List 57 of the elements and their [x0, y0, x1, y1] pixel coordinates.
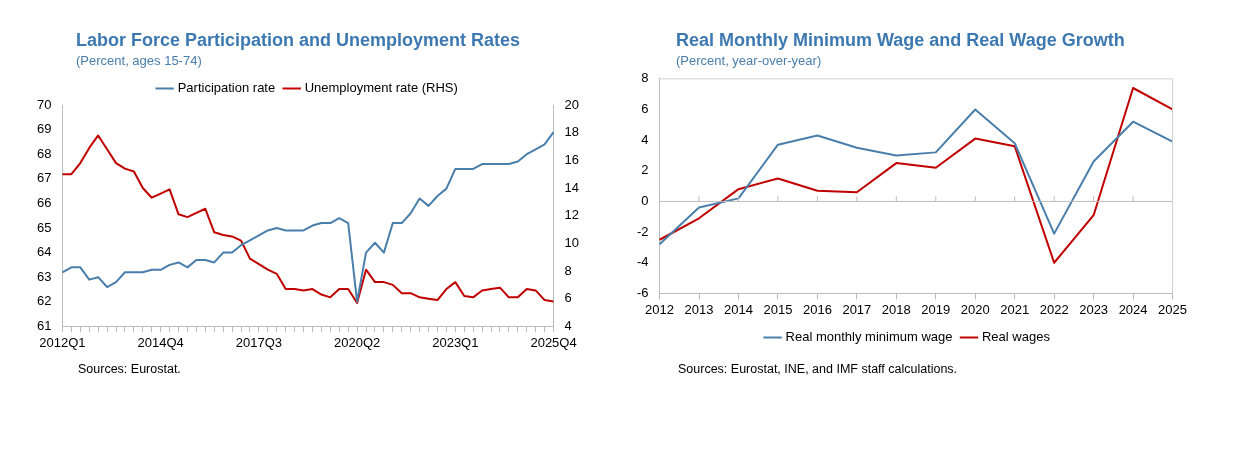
x-tick-label: 2020 — [960, 301, 990, 317]
x-tick-label: 2025Q4 — [530, 334, 577, 350]
chart-title: Real Monthly Minimum Wage and Real Wage Growth — [676, 30, 1126, 51]
y-tick-label: -6 — [637, 284, 649, 300]
legend-label: Real wages — [981, 329, 1051, 345]
x-tick-label: 2025 — [1158, 301, 1187, 317]
y2-tick-label: 20 — [564, 96, 580, 112]
x-tick-label: 2014Q4 — [137, 334, 184, 350]
x-tick-label: 2012 — [645, 301, 675, 317]
chart-subtitle: (Percent, ages 15-74) — [76, 53, 203, 68]
x-tick-label: 2020Q2 — [333, 334, 381, 350]
y-tick-label: 66 — [36, 194, 52, 210]
y-tick-label: 67 — [36, 170, 52, 186]
y-tick-label: 4 — [641, 131, 649, 147]
x-tick-label: 2024 — [1118, 301, 1148, 317]
x-tick-label: 2017Q3 — [235, 334, 283, 350]
y-tick-label: 69 — [36, 121, 52, 137]
legend-label: Unemployment rate (RHS) — [304, 80, 458, 96]
source-note: Sources: Eurostat, INE, and IMF staff calculations. — [678, 362, 959, 376]
y2-tick-label: 12 — [564, 207, 580, 223]
y2-tick-label: 8 — [564, 262, 572, 278]
x-tick-label: 2023Q1 — [432, 334, 479, 350]
x-tick-label: 2015 — [763, 301, 793, 317]
x-tick-label: 2023 — [1079, 301, 1109, 317]
x-tick-label: 2021 — [1000, 301, 1030, 317]
x-tick-label: 2013 — [684, 301, 714, 317]
legend-label: Participation rate — [177, 80, 276, 96]
x-tick-label: 2019 — [921, 301, 951, 317]
y-tick-label: 63 — [36, 268, 52, 284]
y-tick-label: 0 — [641, 193, 649, 209]
y2-tick-label: 4 — [564, 317, 572, 333]
y-tick-label: 2 — [641, 162, 649, 178]
y-tick-label: 70 — [36, 96, 52, 112]
y-tick-label: 62 — [36, 293, 52, 309]
y-tick-label: -4 — [637, 254, 649, 270]
y2-tick-label: 14 — [564, 179, 580, 195]
source-note: Sources: Eurostat. — [78, 362, 182, 376]
x-tick-label: 2014 — [724, 301, 753, 317]
y-tick-label: 68 — [36, 145, 52, 161]
chart-title: Labor Force Participation and Unemployment Rates — [76, 30, 522, 51]
y-tick-label: -2 — [637, 223, 649, 239]
legend-label: Real monthly minimum wage — [785, 329, 953, 345]
x-tick-label: 2016 — [802, 301, 832, 317]
y-tick-label: 61 — [36, 317, 52, 333]
y-tick-label: 65 — [36, 219, 52, 235]
y-tick-label: 6 — [641, 101, 649, 117]
x-tick-label: 2017 — [842, 301, 872, 317]
y2-tick-label: 16 — [564, 151, 580, 167]
x-tick-label: 2012Q1 — [39, 334, 86, 350]
x-tick-label: 2018 — [881, 301, 911, 317]
y-tick-label: 64 — [36, 244, 52, 260]
y2-tick-label: 10 — [564, 234, 580, 250]
chart-subtitle: (Percent, year-over-year) — [676, 53, 823, 68]
y2-tick-label: 18 — [564, 124, 580, 140]
x-tick-label: 2022 — [1039, 301, 1069, 317]
y2-tick-label: 6 — [564, 290, 572, 306]
y-tick-label: 8 — [641, 70, 649, 86]
